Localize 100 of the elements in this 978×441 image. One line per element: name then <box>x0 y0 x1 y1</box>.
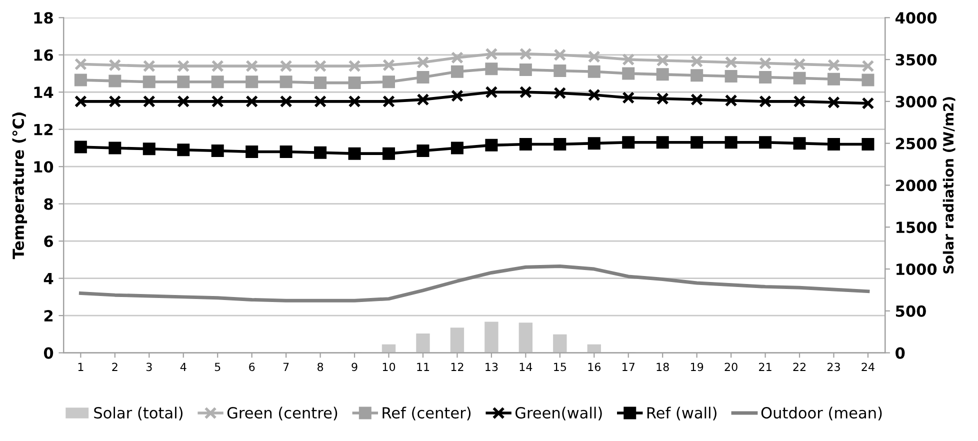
point <box>280 76 292 88</box>
x-tick-label: 5 <box>214 362 220 372</box>
point <box>588 50 600 63</box>
point <box>348 76 361 90</box>
legend-label: Ref (center) <box>382 406 471 420</box>
legend-label: Green (centre) <box>227 406 338 420</box>
point <box>485 86 498 98</box>
x-tick-label: 1 <box>78 362 84 371</box>
point <box>622 53 635 66</box>
y-tick-label: 18 <box>34 12 53 24</box>
point <box>108 95 122 108</box>
x-tick-label: 10 <box>382 362 396 372</box>
point <box>177 60 190 72</box>
y-tick-label: 8 <box>44 198 53 210</box>
point <box>382 147 396 160</box>
point <box>793 72 806 84</box>
point <box>519 64 532 76</box>
point <box>177 144 190 156</box>
point <box>246 95 258 108</box>
point <box>724 94 738 107</box>
point <box>450 142 464 154</box>
x-tick-label: 11 <box>417 362 430 371</box>
y-tick-label: 12 <box>34 124 53 136</box>
x-tick-label: 8 <box>318 362 324 372</box>
point <box>485 62 498 76</box>
point <box>827 72 840 86</box>
point <box>724 70 738 83</box>
x-tick-label: 12 <box>451 362 464 371</box>
point <box>588 88 600 102</box>
point <box>485 138 498 152</box>
point <box>211 95 224 108</box>
y2-tick-label: 0 <box>896 347 905 359</box>
point <box>862 74 874 86</box>
point <box>450 65 464 78</box>
point <box>554 64 566 77</box>
point <box>348 95 361 108</box>
point <box>793 137 806 150</box>
bar <box>484 322 498 353</box>
point <box>246 145 258 158</box>
point <box>690 136 704 149</box>
bar <box>553 334 567 353</box>
point <box>108 58 122 72</box>
y-tick-label: 16 <box>34 49 54 61</box>
y-tick-label: 6 <box>44 236 54 248</box>
point <box>793 95 806 108</box>
point <box>314 76 327 90</box>
point <box>280 145 292 158</box>
legend-label: Ref (wall) <box>647 406 716 420</box>
legend-label: Green(wall) <box>515 406 602 420</box>
point <box>246 76 258 88</box>
y-tick-label: 10 <box>34 161 54 173</box>
point <box>314 60 327 72</box>
point <box>622 67 635 80</box>
y2-tick-label: 3500 <box>896 54 937 66</box>
point <box>519 138 532 151</box>
point <box>827 58 840 72</box>
point <box>724 56 738 69</box>
point <box>142 95 156 108</box>
point <box>348 60 361 72</box>
point <box>827 96 840 109</box>
x-tick-label: 6 <box>249 362 255 372</box>
point <box>724 136 738 149</box>
point <box>416 93 430 106</box>
y2-axis-title: Solar radiation (W/m2) <box>942 97 956 274</box>
point <box>485 48 498 60</box>
point <box>827 138 840 151</box>
y-axis-title: Temperature (°C) <box>12 112 28 260</box>
point <box>382 95 396 108</box>
x-tick-label: 22 <box>793 362 806 371</box>
x-tick-label: 4 <box>180 362 186 371</box>
point <box>142 76 156 88</box>
x-tick-label: 19 <box>690 362 704 372</box>
point <box>450 51 464 64</box>
point <box>690 93 704 106</box>
point <box>793 58 806 70</box>
y-tick-label: 0 <box>44 347 54 359</box>
point <box>382 58 396 72</box>
point <box>177 76 190 88</box>
point <box>862 97 874 110</box>
point <box>177 95 190 108</box>
point <box>656 54 669 67</box>
point <box>450 90 464 102</box>
point <box>656 136 669 149</box>
x-tick-label: 3 <box>146 362 152 372</box>
x-tick-label: 23 <box>827 362 840 372</box>
y2-tick-label: 1000 <box>896 263 937 276</box>
y2-tick-label: 4000 <box>896 12 937 24</box>
point <box>554 86 566 100</box>
x-tick-label: 15 <box>554 362 566 372</box>
point <box>74 95 87 108</box>
point <box>554 138 566 151</box>
x-tick-label: 17 <box>622 362 634 371</box>
x-tick-label: 20 <box>724 362 738 372</box>
point <box>314 95 327 108</box>
point <box>211 60 224 72</box>
point <box>416 56 430 69</box>
x-tick-label: 7 <box>283 362 289 371</box>
point <box>416 70 430 84</box>
point <box>656 92 669 105</box>
x-tick-label: 16 <box>588 362 601 372</box>
